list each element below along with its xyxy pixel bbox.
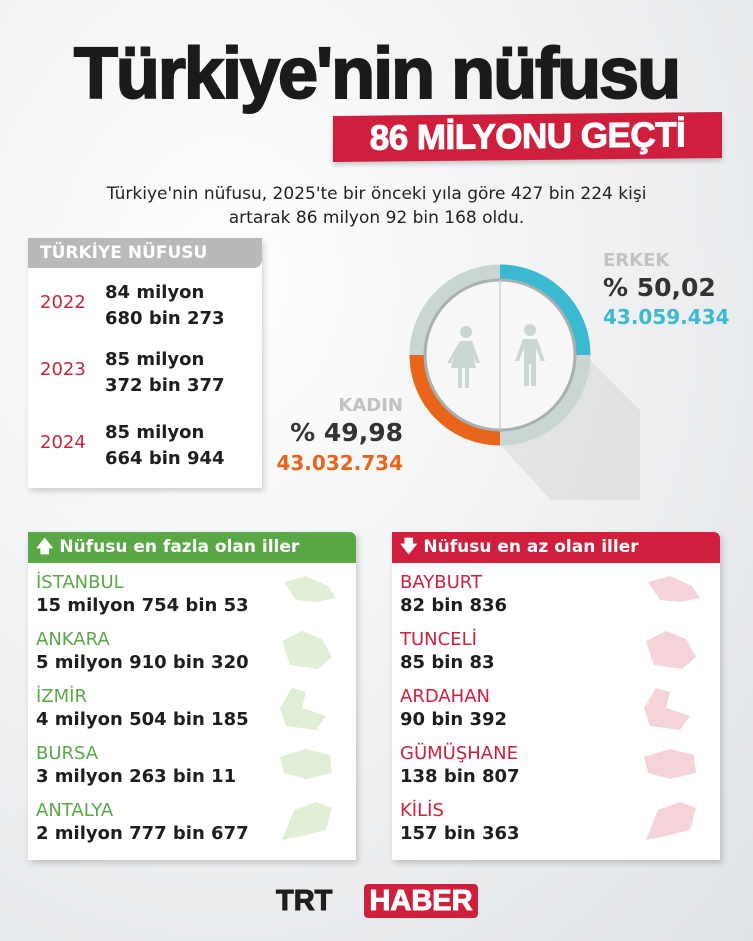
value-line2: 664 bin 944 bbox=[105, 448, 225, 469]
province-name: İSTANBUL bbox=[36, 572, 124, 593]
province-name: ARDAHAN bbox=[400, 686, 490, 707]
province-map-icon bbox=[648, 576, 700, 602]
female-arc bbox=[409, 354, 501, 446]
logo-haber: HABER bbox=[364, 884, 478, 918]
province-map-icon bbox=[646, 631, 696, 669]
male-count: 43.059.434 bbox=[603, 305, 730, 329]
province-item: BURSA 3 milyon 263 bin 11 bbox=[36, 743, 346, 789]
province-item: İZMİR 4 milyon 504 bin 185 bbox=[36, 686, 346, 732]
female-count: 43.032.734 bbox=[276, 451, 403, 475]
province-map-icon bbox=[282, 802, 332, 840]
year: 2023 bbox=[40, 359, 86, 380]
province-item: TUNCELİ 85 bin 83 bbox=[400, 629, 710, 675]
female-percent: % 49,98 bbox=[290, 418, 403, 447]
province-population: 2 milyon 777 bin 677 bbox=[36, 823, 249, 844]
population-card: TÜRKİYE NÜFUSU 2022 84 milyon 680 bin 273 … bbox=[28, 238, 262, 488]
province-item: BAYBURT 82 bin 836 bbox=[400, 572, 710, 618]
province-map-icon bbox=[280, 688, 326, 730]
population-card-title: TÜRKİYE NÜFUSU bbox=[28, 238, 262, 268]
subtitle: Türkiye'nin nüfusu, 2025'te bir önceki y… bbox=[40, 182, 713, 230]
least-populous-header: 🡇 Nüfusu en az olan iller bbox=[392, 532, 720, 563]
least-populous-title: Nüfusu en az olan iller bbox=[423, 537, 639, 557]
arrow-up-icon: 🡅 bbox=[36, 537, 60, 557]
province-name: GÜMÜŞHANE bbox=[400, 743, 518, 764]
woman-icon bbox=[447, 326, 480, 388]
province-name: İZMİR bbox=[36, 686, 87, 707]
logo-trt: TRT bbox=[275, 885, 333, 918]
subtitle-line-1: Türkiye'nin nüfusu, 2025'te bir önceki y… bbox=[106, 184, 647, 204]
female-label: KADIN bbox=[338, 395, 403, 416]
province-name: BAYBURT bbox=[400, 572, 482, 593]
arrow-down-icon: 🡇 bbox=[400, 537, 424, 557]
gender-donut bbox=[409, 264, 640, 500]
male-percent: % 50,02 bbox=[603, 273, 716, 302]
value-line2: 680 bin 273 bbox=[105, 308, 225, 329]
province-population: 4 milyon 504 bin 185 bbox=[36, 709, 249, 730]
province-item: GÜMÜŞHANE 138 bin 807 bbox=[400, 743, 710, 789]
value-line1: 85 milyon bbox=[105, 349, 205, 370]
province-map-icon bbox=[282, 631, 332, 669]
most-populous-title: Nüfusu en fazla olan iller bbox=[59, 537, 300, 557]
province-population: 5 milyon 910 bin 320 bbox=[36, 652, 249, 673]
most-populous-panel: 🡅 Nüfusu en fazla olan iller İSTANBUL 15 … bbox=[28, 532, 356, 860]
donut-shadow bbox=[500, 355, 640, 500]
province-name: TUNCELİ bbox=[400, 629, 477, 650]
male-arc bbox=[499, 264, 591, 356]
province-item: ARDAHAN 90 bin 392 bbox=[400, 686, 710, 732]
year: 2024 bbox=[40, 432, 86, 453]
value-line1: 84 milyon bbox=[105, 282, 205, 303]
province-population: 3 milyon 263 bin 11 bbox=[36, 766, 237, 787]
province-population: 15 milyon 754 bin 53 bbox=[36, 595, 249, 616]
province-map-icon bbox=[284, 576, 336, 602]
province-population: 82 bin 836 bbox=[400, 595, 508, 616]
value-line2: 372 bin 377 bbox=[105, 375, 225, 396]
province-name: KİLİS bbox=[400, 800, 444, 821]
headline-banner: 86 MİLYONU GEÇTİ bbox=[333, 111, 722, 163]
province-population: 138 bin 807 bbox=[400, 766, 520, 787]
province-map-icon bbox=[280, 749, 332, 779]
province-map-icon bbox=[644, 749, 696, 779]
province-name: BURSA bbox=[36, 743, 99, 764]
main-title: Türkiye'nin nüfusu bbox=[73, 34, 682, 114]
man-icon bbox=[515, 324, 545, 386]
banner-text: 86 MİLYONU GEÇTİ bbox=[369, 115, 686, 158]
most-populous-header: 🡅 Nüfusu en fazla olan iller bbox=[28, 532, 356, 563]
province-name: ANKARA bbox=[36, 629, 110, 650]
subtitle-line-2: artarak 86 milyon 92 bin 168 oldu. bbox=[228, 208, 525, 228]
province-population: 90 bin 392 bbox=[400, 709, 508, 730]
male-label: ERKEK bbox=[603, 250, 670, 271]
province-map-icon bbox=[644, 688, 690, 730]
province-item: KİLİS 157 bin 363 bbox=[400, 800, 710, 846]
value-line1: 85 milyon bbox=[105, 422, 205, 443]
province-population: 85 bin 83 bbox=[400, 652, 495, 673]
province-population: 157 bin 363 bbox=[400, 823, 520, 844]
province-item: ANKARA 5 milyon 910 bin 320 bbox=[36, 629, 346, 675]
province-item: ANTALYA 2 milyon 777 bin 677 bbox=[36, 800, 346, 846]
least-populous-panel: 🡇 Nüfusu en az olan iller BAYBURT 82 bin … bbox=[392, 532, 720, 860]
province-name: ANTALYA bbox=[36, 800, 114, 821]
province-item: İSTANBUL 15 milyon 754 bin 53 bbox=[36, 572, 346, 618]
year: 2022 bbox=[40, 292, 86, 313]
province-map-icon bbox=[646, 802, 696, 840]
